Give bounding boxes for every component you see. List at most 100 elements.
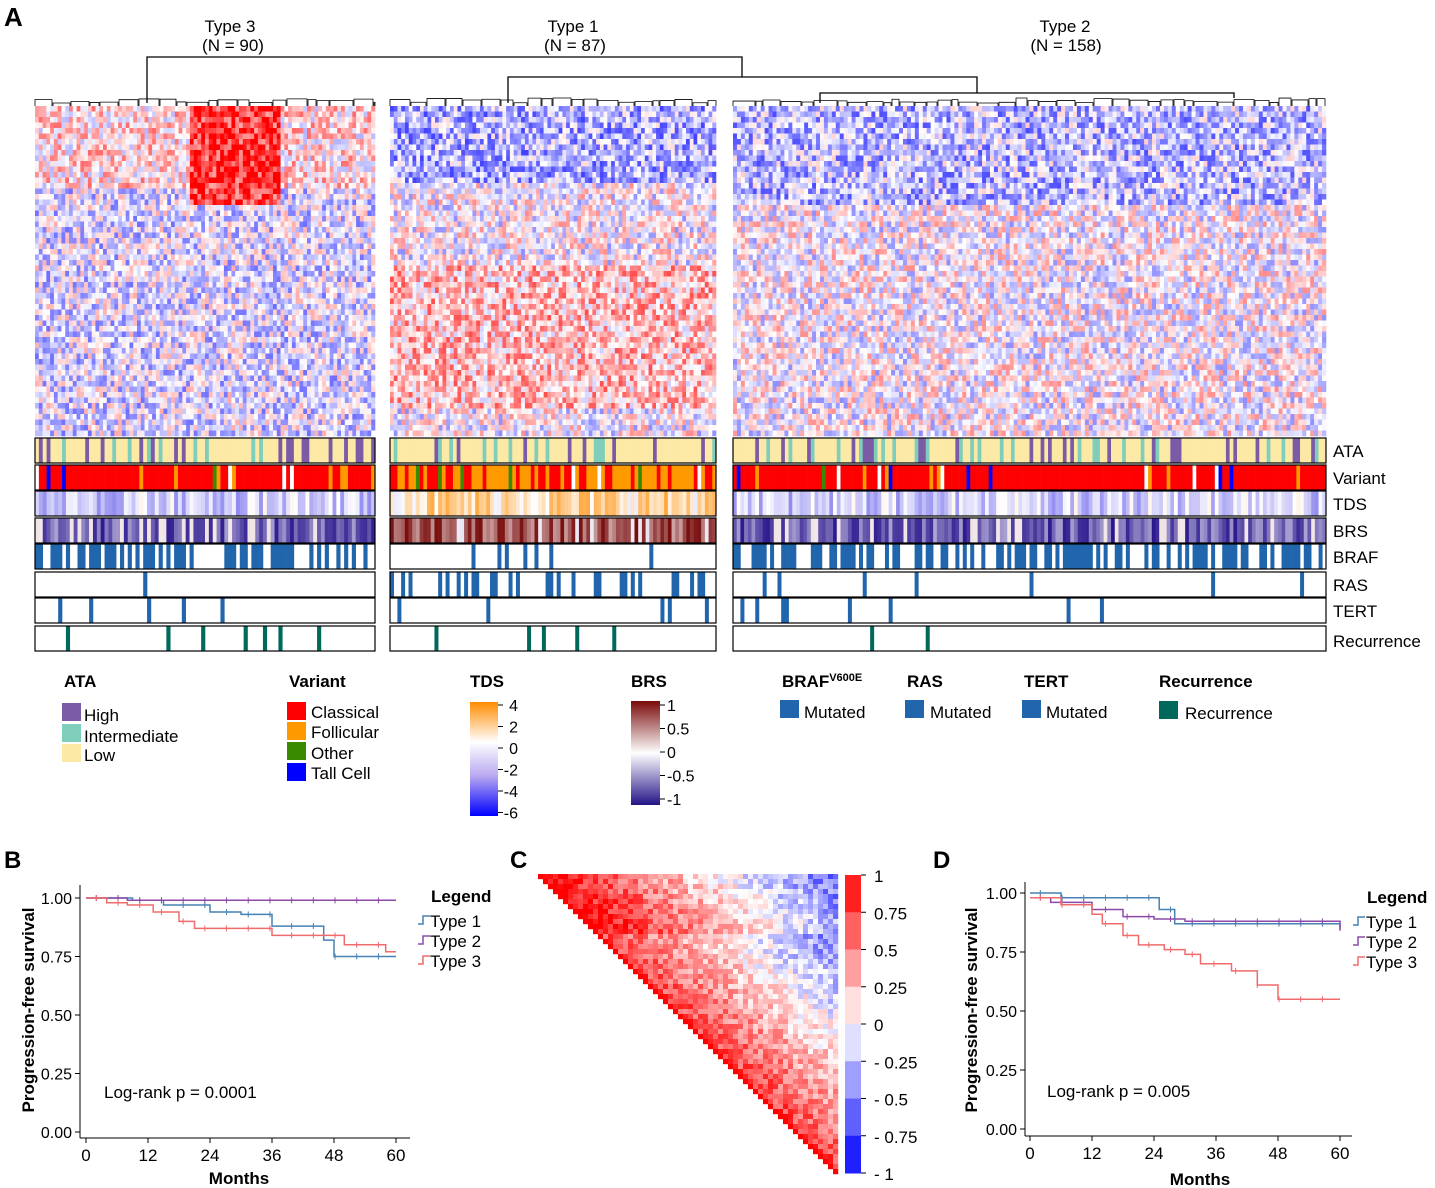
dendrogram-leaf-link (998, 101, 1016, 106)
heatmap-cell (284, 375, 289, 382)
heatmap-cell (367, 194, 372, 200)
heatmap-cell (72, 276, 77, 283)
heatmap-cell (178, 117, 183, 123)
heatmap-cell (69, 172, 74, 178)
heatmap-cell (80, 117, 85, 123)
heatmap-cell (87, 293, 92, 299)
heatmap-cell (178, 386, 183, 393)
heatmap-cell (76, 392, 81, 398)
heatmap-cell (61, 304, 66, 310)
heatmap-cell (140, 106, 145, 112)
heatmap-cell (310, 315, 315, 321)
heatmap-cell (106, 188, 111, 195)
heatmap-cell (265, 221, 270, 228)
heatmap-cell (276, 166, 281, 173)
heatmap-cell (35, 111, 40, 118)
heatmap-cell (265, 133, 270, 140)
heatmap-cell (303, 375, 308, 382)
heatmap-cell (80, 315, 85, 321)
heatmap-cell (76, 304, 81, 310)
heatmap-cell (144, 144, 149, 151)
heatmap-cell (356, 106, 361, 112)
heatmap-cell (273, 166, 278, 173)
dendrogram-leaf-link (237, 99, 250, 106)
heatmap-cell (239, 243, 244, 250)
heatmap-cell (159, 249, 164, 255)
heatmap-cell (84, 155, 89, 162)
dendrogram-leaf-link (866, 101, 884, 106)
heatmap-cell (50, 304, 55, 310)
heatmap-cell (159, 403, 164, 409)
heatmap-cell (110, 111, 115, 118)
heatmap-cell (295, 221, 300, 228)
heatmap-cell (110, 183, 115, 189)
heatmap-cell (91, 122, 96, 129)
heatmap-cell (318, 128, 323, 134)
heatmap-cell (201, 254, 206, 261)
heatmap-cell (84, 381, 89, 387)
heatmap-cell (84, 199, 89, 206)
heatmap-cell (242, 139, 247, 145)
heatmap-cell (35, 397, 40, 404)
heatmap-cell (322, 304, 327, 310)
heatmap-cell (50, 260, 55, 266)
heatmap-cell (295, 348, 300, 354)
heatmap-cell (35, 232, 40, 239)
heatmap-cell (310, 172, 315, 178)
heatmap-cell (291, 364, 296, 371)
heatmap-cell (110, 227, 115, 233)
heatmap-cell (246, 144, 251, 151)
heatmap-cell (344, 381, 349, 387)
heatmap-cell (314, 177, 319, 184)
heatmap-cell (103, 188, 108, 195)
heatmap-cell (76, 216, 81, 222)
heatmap-cell (46, 293, 51, 299)
heatmap-cell (288, 249, 293, 255)
heatmap-cell (246, 287, 251, 294)
heatmap-cell (212, 304, 217, 310)
heatmap-cell (318, 122, 323, 129)
heatmap-cell (356, 276, 361, 283)
heatmap-cell (227, 260, 232, 266)
heatmap-cell (257, 106, 262, 112)
heatmap-cell (307, 375, 312, 382)
heatmap-cell (95, 397, 100, 404)
heatmap-cell (307, 298, 312, 305)
heatmap-cell (295, 216, 300, 222)
heatmap-cell (38, 320, 43, 327)
heatmap-cell (344, 271, 349, 277)
heatmap-cell (50, 381, 55, 387)
heatmap-cell (84, 309, 89, 316)
heatmap-cell (201, 397, 206, 404)
heatmap-cell (269, 221, 274, 228)
heatmap-cell (171, 276, 176, 283)
heatmap-cell (216, 172, 221, 178)
heatmap-cell (65, 177, 70, 184)
heatmap-cell (114, 117, 119, 123)
heatmap-cell (337, 381, 342, 387)
heatmap-cell (95, 238, 100, 244)
heatmap-cell (337, 249, 342, 255)
heatmap-cell (167, 221, 172, 228)
heatmap-cell (299, 122, 304, 129)
heatmap-cell (65, 150, 70, 156)
heatmap-cell (87, 353, 92, 360)
dendrogram-leaf-link (780, 101, 802, 106)
heatmap-cell (322, 315, 327, 321)
heatmap-cell (42, 216, 47, 222)
heatmap-cell (61, 194, 66, 200)
heatmap-cell (69, 320, 74, 327)
heatmap-cell (239, 111, 244, 118)
heatmap-cell (35, 287, 40, 294)
heatmap-cell (231, 144, 236, 151)
heatmap-cell (140, 331, 145, 338)
heatmap-cell (299, 161, 304, 167)
heatmap-cell (348, 282, 353, 288)
heatmap-cell (265, 210, 270, 217)
heatmap-cell (197, 172, 202, 178)
heatmap-cell (155, 403, 160, 409)
heatmap-cell (348, 298, 353, 305)
heatmap-cell (246, 298, 251, 305)
heatmap-cell (337, 304, 342, 310)
heatmap-cell (110, 172, 115, 178)
